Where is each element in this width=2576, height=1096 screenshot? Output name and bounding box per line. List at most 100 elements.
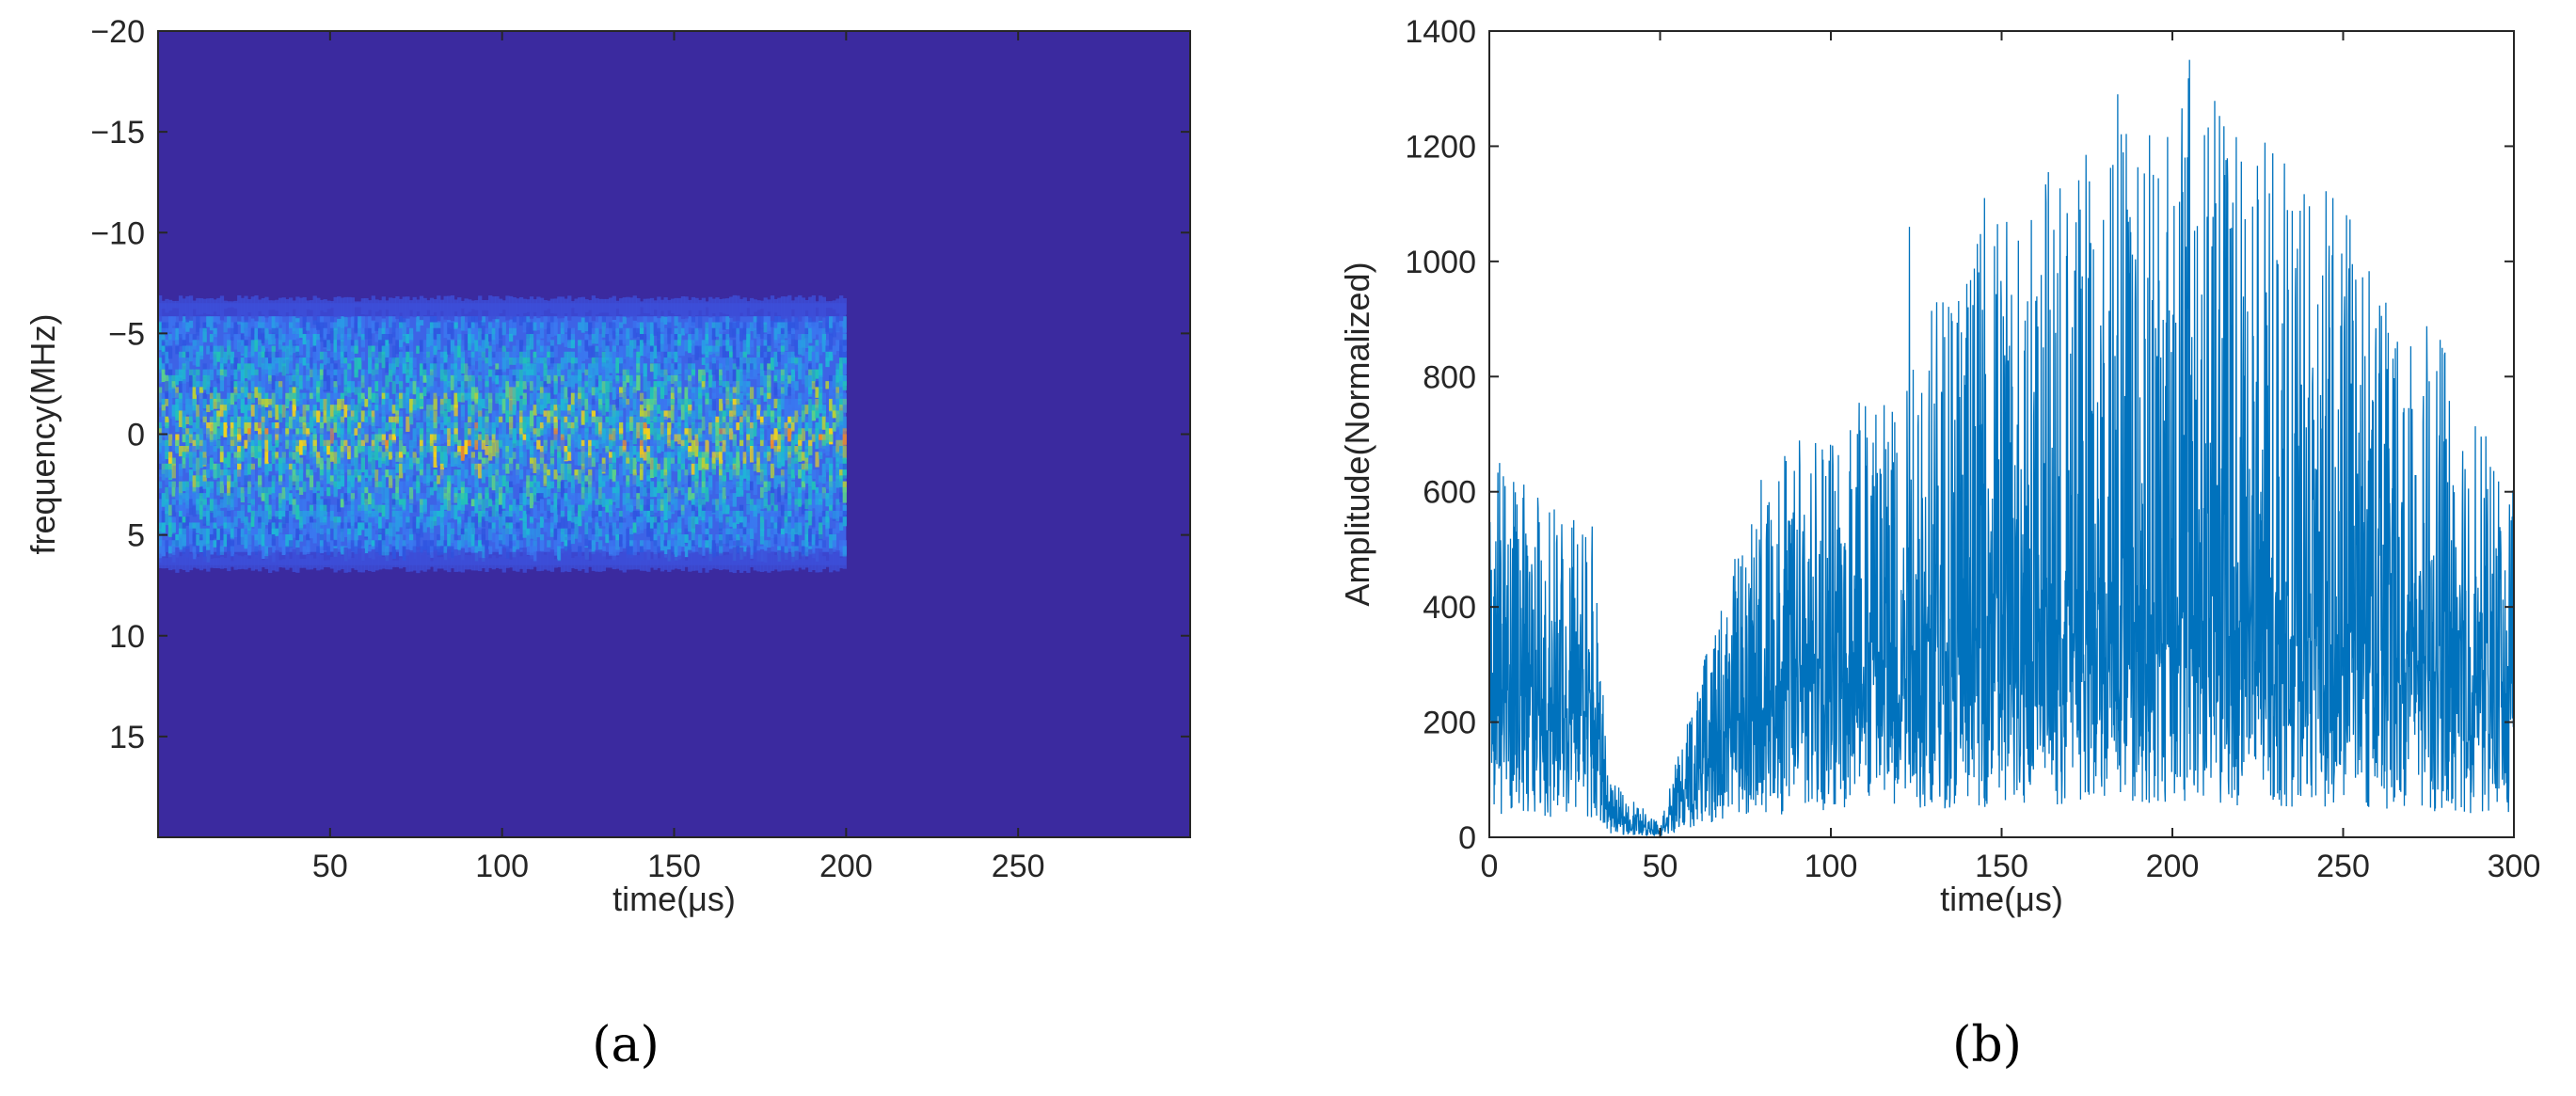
heatmap-cell [209,499,215,514]
heatmap-cell [825,510,830,518]
heatmap-cell [698,516,703,526]
heatmap-cell [319,546,325,554]
heatmap-cell [784,363,788,380]
heatmap-cell [333,322,338,330]
heatmap-cell [701,345,707,355]
heatmap-cell [588,510,593,521]
band-edge-bottom [309,555,314,570]
heatmap-cell [787,446,792,455]
heatmap-cell [213,504,217,518]
heatmap-cell [391,381,396,394]
heatmap-cell [732,369,737,382]
heatmap-cell [705,463,709,471]
heatmap-cell [787,374,792,384]
heatmap-cell [302,499,307,516]
heatmap-cell [395,510,400,520]
heatmap-cell [295,428,300,437]
heatmap-cell [711,387,716,397]
band-edge-top [192,300,197,310]
heatmap-cell [794,533,799,551]
heatmap-cell [749,504,755,514]
heatmap-cell [798,469,803,479]
heatmap-cell [536,405,541,414]
heatmap-cell [288,322,294,333]
heatmap-cell [543,392,548,409]
heatmap-cell [533,457,537,473]
heatmap-cell [468,475,472,485]
heatmap-cell [288,457,294,467]
heatmap-cell [505,334,510,348]
heatmap-cell [460,416,466,429]
heatmap-cell [505,387,510,400]
heatmap-cell [567,446,572,455]
heatmap-cell [749,322,755,332]
heatmap-cell [167,486,173,495]
heatmap-cell [188,369,194,381]
heatmap-cell [533,486,537,495]
heatmap-cell [244,405,248,420]
heatmap-cell [649,421,655,437]
heatmap-cell [250,486,255,500]
heatmap-cell [688,486,692,500]
band-edge-bottom [271,552,276,571]
heatmap-cell [622,499,627,508]
heatmap-cell [213,540,217,548]
band-edge-bottom [443,552,448,571]
heatmap-cell [478,499,483,509]
heatmap-cell [285,340,290,349]
heatmap-cell [437,540,441,549]
heatmap-cell [547,452,551,461]
heatmap-cell [298,398,304,410]
heatmap-cell [206,434,211,447]
heatmap-cell [522,434,527,445]
heatmap-cell [787,522,792,538]
heatmap-cell [698,481,703,494]
heatmap-cell [219,363,225,371]
heatmap-cell [729,351,734,360]
heatmap-cell [660,369,665,377]
heatmap-cell [240,528,246,537]
heatmap-cell [196,439,200,450]
heatmap-cell [839,522,844,531]
heatmap-cell [185,452,190,460]
heatmap-cell [815,533,819,546]
heatmap-cell [485,434,489,446]
heatmap-cell [832,540,836,549]
heatmap-cell [753,322,757,330]
heatmap-cell [677,546,682,560]
heatmap-cell [547,374,551,384]
heatmap-cell [470,357,476,372]
heatmap-cell [811,481,817,490]
heatmap-cell [240,357,246,367]
heatmap-cell [319,398,325,410]
heatmap-cell [601,363,606,373]
heatmap-cell [790,439,796,456]
heatmap-cell [333,405,338,415]
heatmap-cell [780,316,786,326]
heatmap-cell [804,452,809,462]
heatmap-cell [443,428,448,440]
heatmap-cell [491,428,496,439]
heatmap-cell [422,522,427,533]
heatmap-cell [453,486,458,498]
heatmap-cell [819,493,823,502]
heatmap-cell [780,322,786,331]
heatmap-cell [391,510,396,522]
band-edge-top [439,299,445,311]
heatmap-cell [268,452,273,463]
heatmap-cell [677,481,682,489]
heatmap-cell [839,452,844,460]
heatmap-cell [564,351,568,360]
band-edge-bottom [219,556,225,569]
heatmap-cell [340,345,345,357]
heatmap-cell [268,381,273,391]
heatmap-cell [725,405,730,417]
band-edge-top [250,296,255,319]
heatmap-cell [670,546,676,563]
heatmap-cell [533,504,537,519]
heatmap-cell [749,387,755,404]
heatmap-cell [763,510,768,520]
heatmap-cell [374,381,379,392]
heatmap-cell [677,345,682,357]
heatmap-cell [278,357,283,373]
